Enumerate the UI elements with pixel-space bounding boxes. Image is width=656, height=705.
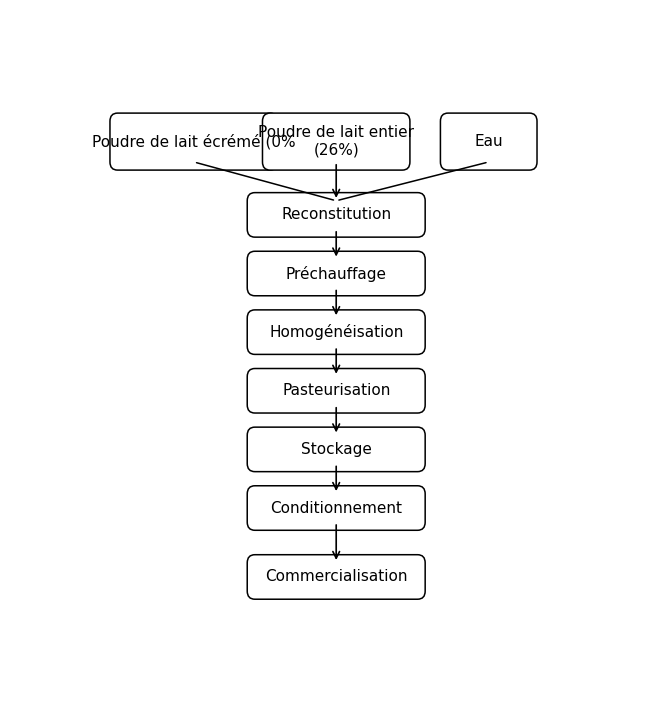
FancyBboxPatch shape: [440, 113, 537, 170]
Text: Homogénéisation: Homogénéisation: [269, 324, 403, 340]
Text: Poudre de lait entier
(26%): Poudre de lait entier (26%): [258, 125, 414, 158]
Text: Eau: Eau: [474, 134, 503, 149]
Text: Reconstitution: Reconstitution: [281, 207, 391, 222]
Text: Poudre de lait écrémé (0%: Poudre de lait écrémé (0%: [92, 134, 296, 149]
FancyBboxPatch shape: [247, 310, 425, 355]
FancyBboxPatch shape: [247, 486, 425, 530]
Text: Conditionnement: Conditionnement: [270, 501, 402, 515]
FancyBboxPatch shape: [247, 555, 425, 599]
FancyBboxPatch shape: [247, 427, 425, 472]
Text: Commercialisation: Commercialisation: [265, 570, 407, 584]
FancyBboxPatch shape: [262, 113, 410, 170]
FancyBboxPatch shape: [247, 192, 425, 237]
Text: Pasteurisation: Pasteurisation: [282, 384, 390, 398]
Text: Stockage: Stockage: [300, 442, 372, 457]
FancyBboxPatch shape: [110, 113, 277, 170]
FancyBboxPatch shape: [247, 251, 425, 296]
FancyBboxPatch shape: [247, 369, 425, 413]
Text: Préchauffage: Préchauffage: [286, 266, 386, 281]
